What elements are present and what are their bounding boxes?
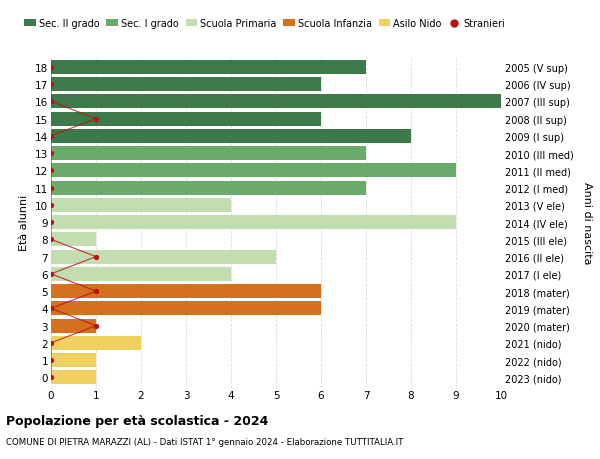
Bar [51, 233, 96, 247]
Bar [51, 112, 321, 126]
Y-axis label: Età alunni: Età alunni [19, 195, 29, 251]
Bar [51, 319, 96, 333]
Bar [51, 95, 501, 109]
Bar [51, 336, 141, 350]
Bar [51, 147, 366, 161]
Bar [51, 129, 411, 144]
Bar [51, 78, 321, 92]
Bar [51, 250, 276, 264]
Bar [51, 198, 231, 213]
Bar [51, 285, 321, 298]
Bar [51, 61, 366, 75]
Bar [51, 267, 231, 281]
Bar [51, 164, 456, 178]
Text: COMUNE DI PIETRA MARAZZI (AL) - Dati ISTAT 1° gennaio 2024 - Elaborazione TUTTIT: COMUNE DI PIETRA MARAZZI (AL) - Dati IST… [6, 437, 403, 446]
Bar [51, 216, 456, 230]
Bar [51, 370, 96, 385]
Text: Popolazione per età scolastica - 2024: Popolazione per età scolastica - 2024 [6, 414, 268, 427]
Y-axis label: Anni di nascita: Anni di nascita [582, 181, 592, 264]
Legend: Sec. II grado, Sec. I grado, Scuola Primaria, Scuola Infanzia, Asilo Nido, Stran: Sec. II grado, Sec. I grado, Scuola Prim… [25, 19, 505, 29]
Bar [51, 181, 366, 195]
Bar [51, 302, 321, 316]
Bar [51, 353, 96, 367]
